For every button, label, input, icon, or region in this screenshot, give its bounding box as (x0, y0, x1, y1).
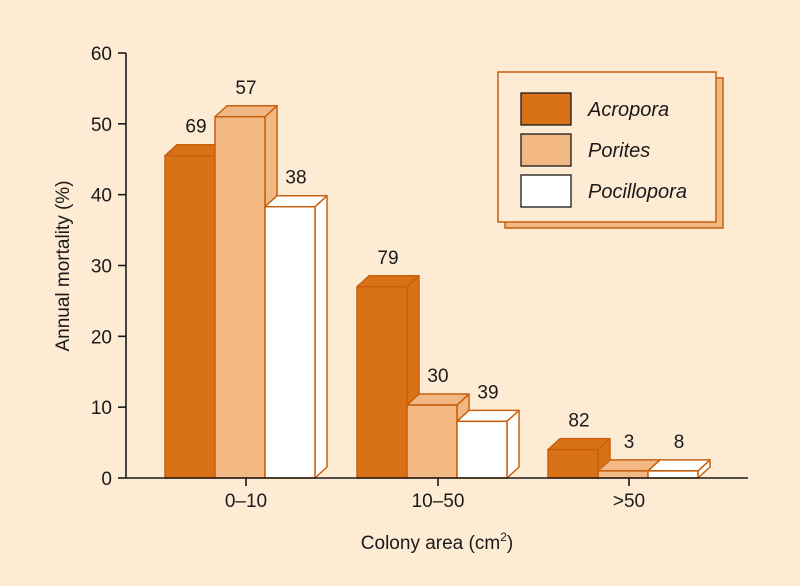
x-axis-label-close: ) (507, 533, 513, 554)
bars-layer (164, 105, 711, 479)
x-tick-label: >50 (613, 491, 645, 512)
legend-items: Acropora Porites Pocillopora (520, 92, 687, 208)
bar-value-label: 82 (568, 411, 589, 432)
bar-front-face (547, 448, 599, 479)
x-tick-label: 10–50 (412, 491, 465, 512)
bar-front-face (214, 116, 266, 479)
bar-top-face (647, 459, 711, 472)
y-axis-label: Annual mortality (%) (53, 180, 74, 351)
y-tick-label: 0 (101, 469, 112, 490)
bar-front-face (406, 404, 458, 479)
y-tick-label: 50 (91, 115, 112, 136)
y-ticks-layer: 0 10 20 30 40 50 60 (91, 44, 126, 490)
bar-value-label: 57 (235, 78, 256, 99)
bar-front-face (356, 286, 408, 479)
legend-swatch-porites (520, 133, 572, 167)
bar-front-face (456, 420, 508, 479)
bar-top-face (264, 194, 328, 208)
y-tick-label: 60 (91, 44, 112, 65)
bar-top-face (406, 393, 470, 406)
x-tick-label: 0–10 (225, 491, 267, 512)
bar-value-label: 38 (285, 168, 306, 189)
bar-value-label: 39 (477, 382, 498, 403)
bar-value-label: 30 (427, 366, 448, 387)
bar-top-face (456, 409, 520, 423)
bar-front-face (647, 470, 699, 479)
x-axis-label: Colony area (cm2) (361, 530, 513, 554)
legend: Acropora Porites Pocillopora (497, 71, 724, 229)
y-tick-label: 10 (91, 398, 112, 419)
bar-value-label: 69 (185, 117, 206, 138)
x-axis-label-superscript: 2 (500, 530, 507, 544)
legend-label-acropora: Acropora (587, 99, 669, 121)
bar-top-face (214, 105, 278, 118)
bar-pocillopora-0 (264, 194, 328, 479)
bar-pocillopora-2 (647, 459, 711, 479)
bar-side-face (314, 194, 328, 479)
bar-value-label: 3 (624, 432, 635, 453)
y-tick-label: 20 (91, 327, 112, 348)
legend-label-porites: Porites (588, 140, 650, 162)
x-ticks-layer: 0–10 10–50 >50 (225, 478, 645, 512)
y-tick-label: 30 (91, 257, 112, 278)
bar-value-label: 79 (377, 248, 398, 269)
bar-front-face (597, 470, 649, 479)
bar-front-face (164, 154, 216, 479)
bar-pocillopora-1 (456, 409, 520, 479)
bar-value-label: 8 (674, 432, 685, 453)
bar-front-face (264, 205, 316, 479)
legend-swatch-pocillopora (520, 174, 572, 208)
bar-top-face (547, 437, 611, 451)
y-tick-label: 40 (91, 186, 112, 207)
bar-top-face (356, 275, 420, 288)
legend-swatch-acropora (520, 92, 572, 126)
legend-label-pocillopora: Pocillopora (588, 181, 687, 203)
x-axis-label-text: Colony area (cm (361, 533, 500, 554)
